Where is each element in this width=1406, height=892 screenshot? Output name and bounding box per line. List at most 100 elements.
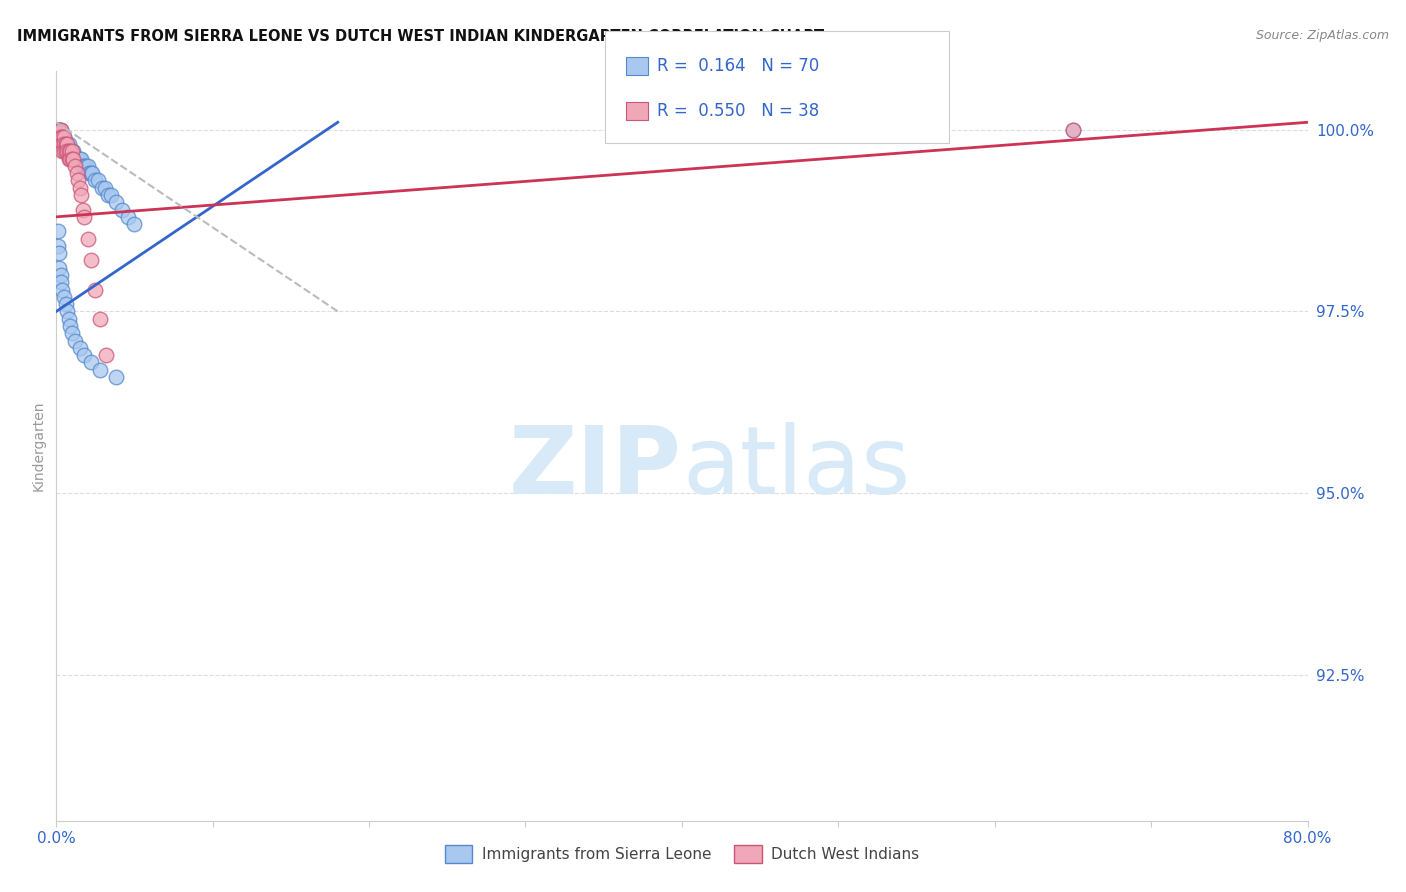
Point bbox=[62, 152, 84, 166]
Point bbox=[77, 166, 100, 180]
Legend: Immigrants from Sierra Leone, Dutch West Indians: Immigrants from Sierra Leone, Dutch West… bbox=[439, 839, 925, 869]
Point bbox=[49, 129, 72, 144]
Point bbox=[65, 166, 87, 180]
Point bbox=[56, 145, 79, 159]
Point bbox=[49, 122, 72, 136]
Point bbox=[53, 137, 76, 152]
Point bbox=[55, 145, 77, 159]
Point bbox=[55, 297, 77, 311]
Point bbox=[96, 348, 118, 362]
Point bbox=[69, 152, 91, 166]
Point bbox=[65, 152, 87, 166]
Point bbox=[63, 152, 86, 166]
Point bbox=[84, 283, 107, 297]
Point bbox=[58, 152, 80, 166]
Point bbox=[90, 180, 112, 194]
Point bbox=[48, 246, 70, 260]
Point bbox=[46, 129, 69, 144]
Point bbox=[58, 137, 80, 152]
Point bbox=[48, 137, 70, 152]
Point bbox=[59, 145, 82, 159]
Point bbox=[49, 129, 72, 144]
Point bbox=[58, 311, 80, 326]
Point bbox=[55, 137, 77, 152]
Point bbox=[55, 137, 77, 152]
Point bbox=[51, 283, 73, 297]
Point bbox=[49, 129, 72, 144]
Text: Source: ZipAtlas.com: Source: ZipAtlas.com bbox=[1256, 29, 1389, 42]
Point bbox=[53, 129, 76, 144]
Point bbox=[75, 159, 97, 173]
Point bbox=[100, 188, 122, 202]
Point bbox=[70, 188, 93, 202]
Point bbox=[48, 260, 70, 275]
Point bbox=[55, 145, 77, 159]
Point bbox=[56, 137, 79, 152]
Point bbox=[89, 311, 111, 326]
Point bbox=[79, 355, 101, 369]
Point bbox=[46, 129, 69, 144]
Point bbox=[60, 145, 83, 159]
Point bbox=[73, 159, 96, 173]
Point bbox=[48, 129, 70, 144]
Point bbox=[46, 122, 69, 136]
Point bbox=[59, 152, 82, 166]
Point bbox=[53, 137, 76, 152]
Point bbox=[82, 166, 104, 180]
Text: R =  0.164   N = 70: R = 0.164 N = 70 bbox=[657, 57, 818, 75]
Point bbox=[51, 137, 73, 152]
Point bbox=[53, 145, 76, 159]
Point bbox=[117, 210, 139, 224]
Point bbox=[46, 122, 69, 136]
Point bbox=[53, 137, 76, 152]
Point bbox=[48, 137, 70, 152]
Text: IMMIGRANTS FROM SIERRA LEONE VS DUTCH WEST INDIAN KINDERGARTEN CORRELATION CHART: IMMIGRANTS FROM SIERRA LEONE VS DUTCH WE… bbox=[17, 29, 824, 44]
Point bbox=[67, 173, 90, 187]
Point bbox=[111, 202, 134, 217]
Point bbox=[1062, 122, 1084, 136]
Point bbox=[79, 166, 101, 180]
Point bbox=[79, 253, 101, 268]
Point bbox=[46, 224, 69, 238]
Point bbox=[51, 145, 73, 159]
Point bbox=[76, 232, 98, 246]
Point bbox=[73, 348, 96, 362]
Text: atlas: atlas bbox=[682, 423, 910, 515]
Point bbox=[49, 268, 72, 282]
Point bbox=[48, 122, 70, 136]
Point bbox=[51, 129, 73, 144]
Point bbox=[46, 122, 69, 136]
Point bbox=[63, 334, 86, 348]
Point bbox=[69, 180, 91, 194]
Point bbox=[89, 362, 111, 376]
Point bbox=[48, 129, 70, 144]
Point bbox=[53, 290, 76, 304]
Point bbox=[72, 159, 94, 173]
Point bbox=[51, 137, 73, 152]
Point bbox=[49, 137, 72, 152]
Point bbox=[60, 152, 83, 166]
Point bbox=[60, 152, 83, 166]
Point bbox=[48, 122, 70, 136]
Point bbox=[84, 173, 107, 187]
Point bbox=[49, 276, 72, 290]
Point bbox=[60, 326, 83, 341]
Point bbox=[70, 152, 93, 166]
Point bbox=[76, 159, 98, 173]
Point bbox=[69, 341, 91, 355]
Y-axis label: Kindergarten: Kindergarten bbox=[31, 401, 45, 491]
Point bbox=[56, 304, 79, 318]
Point bbox=[104, 195, 127, 210]
Point bbox=[59, 318, 82, 333]
Point bbox=[73, 210, 96, 224]
Point bbox=[46, 239, 69, 253]
Point bbox=[97, 188, 120, 202]
Point bbox=[67, 152, 90, 166]
Point bbox=[62, 145, 84, 159]
Point bbox=[59, 145, 82, 159]
Text: ZIP: ZIP bbox=[509, 423, 682, 515]
Point bbox=[63, 159, 86, 173]
Point bbox=[56, 145, 79, 159]
Text: R =  0.550   N = 38: R = 0.550 N = 38 bbox=[657, 102, 818, 120]
Point bbox=[60, 145, 83, 159]
